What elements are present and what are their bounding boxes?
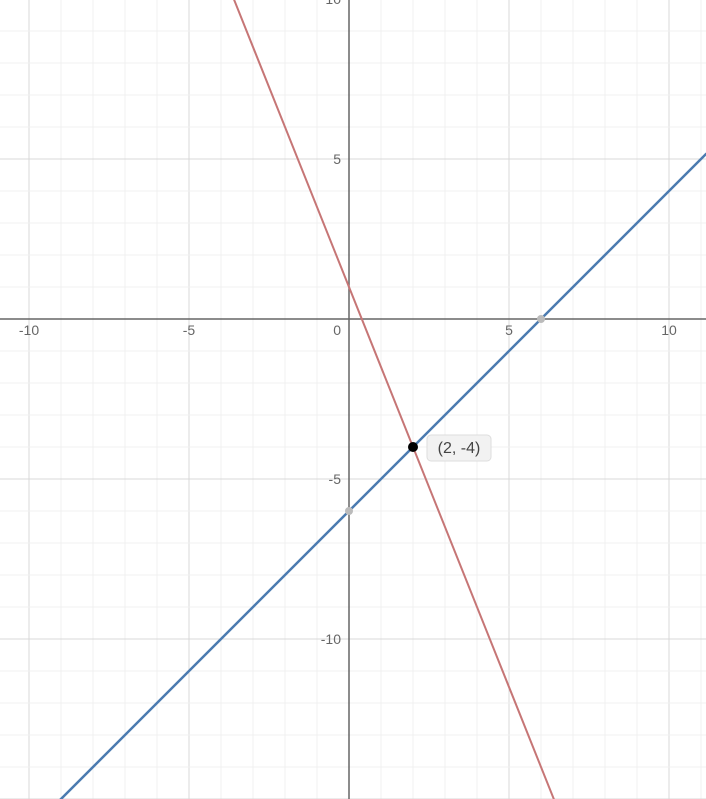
y-tick-label: 10 (325, 0, 341, 7)
x-tick-label: -10 (19, 322, 39, 338)
x-tick-label: 5 (505, 322, 513, 338)
y-tick-label: 5 (333, 151, 341, 167)
coordinate-plane: -10 -5 0 5 10 -10 -5 5 10 (2, -4) (0, 0, 706, 799)
gray-point (537, 315, 545, 323)
gray-point (345, 507, 353, 515)
red-line (0, 0, 706, 799)
blue-line (0, 154, 706, 799)
x-tick-label: -5 (183, 322, 196, 338)
point-label-text: (2, -4) (438, 440, 481, 457)
x-tick-label: 0 (333, 322, 341, 338)
x-tick-label: 10 (661, 322, 677, 338)
axes (0, 0, 706, 799)
tick-labels: -10 -5 0 5 10 -10 -5 5 10 (19, 0, 677, 647)
y-tick-label: -10 (321, 631, 341, 647)
y-tick-label: -5 (329, 471, 342, 487)
plot-lines (0, 0, 706, 799)
intersection-dot (408, 442, 418, 452)
grid (0, 0, 706, 799)
